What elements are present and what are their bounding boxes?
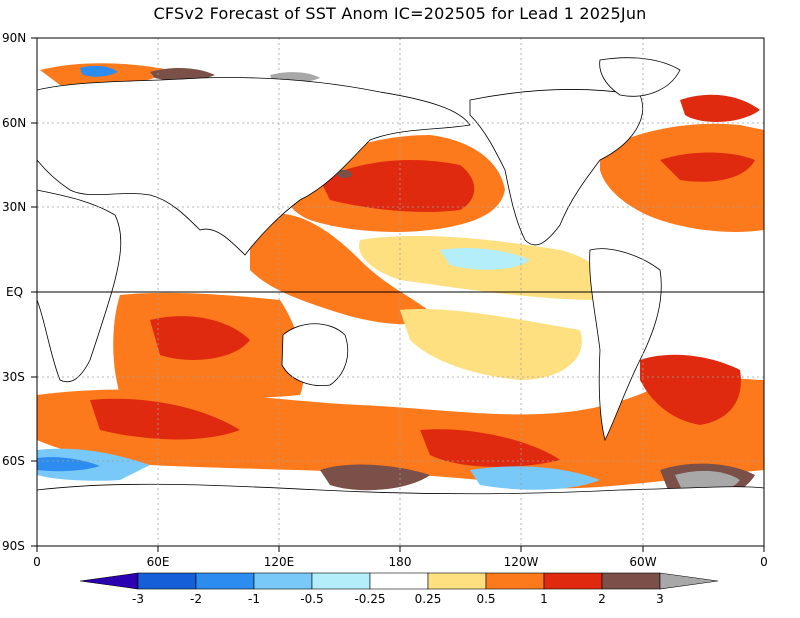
y-tick-label: 30N bbox=[2, 200, 26, 214]
colorbar-label: -1 bbox=[248, 592, 260, 606]
map-field bbox=[37, 38, 764, 546]
x-tick-label: 0 bbox=[760, 555, 768, 569]
x-tick-label: 0 bbox=[33, 555, 41, 569]
colorbar-left-arrow bbox=[79, 572, 139, 590]
colorbar-bin bbox=[485, 572, 545, 590]
colorbar-label: 1 bbox=[540, 592, 548, 606]
colorbar-label: -2 bbox=[190, 592, 202, 606]
colorbar-bin bbox=[427, 572, 487, 590]
map-title: CFSv2 Forecast of SST Anom IC=202505 for… bbox=[153, 4, 647, 23]
colorbar-bin bbox=[601, 572, 661, 590]
colorbar-label: 2 bbox=[598, 592, 606, 606]
colorbar-label: -3 bbox=[132, 592, 144, 606]
colorbar-bin bbox=[369, 572, 429, 590]
colorbar-label: -0.5 bbox=[300, 592, 323, 606]
x-tick-label: 60E bbox=[147, 555, 170, 569]
colorbar-bin bbox=[195, 572, 255, 590]
colorbar-right-arrow bbox=[659, 572, 719, 590]
colorbar-bin bbox=[253, 572, 313, 590]
y-axis-labels: 90N 60N 30N EQ 30S 60S 90S bbox=[2, 31, 26, 553]
y-tick-label: 60N bbox=[2, 116, 26, 130]
colorbar-label: 0.5 bbox=[476, 592, 495, 606]
colorbar-label: 0.25 bbox=[415, 592, 442, 606]
grid-lines bbox=[37, 38, 764, 546]
y-tick-marks bbox=[31, 37, 37, 547]
y-tick-label: 60S bbox=[2, 454, 25, 468]
y-tick-label: EQ bbox=[6, 285, 23, 299]
y-tick-label: 90S bbox=[2, 539, 25, 553]
x-tick-label: 60W bbox=[629, 555, 656, 569]
colorbar-bin bbox=[311, 572, 371, 590]
colorbar-label: 3 bbox=[656, 592, 664, 606]
colorbar-label: -0.25 bbox=[354, 592, 385, 606]
y-tick-label: 30S bbox=[2, 370, 25, 384]
y-tick-label: 90N bbox=[2, 31, 26, 45]
color-legend-labels: -3 -2 -1 -0.5 -0.25 0.25 0.5 1 2 3 bbox=[132, 592, 664, 606]
x-axis-labels: 0 60E 120E 180 120W 60W 0 bbox=[33, 555, 768, 569]
x-tick-label: 120E bbox=[264, 555, 295, 569]
x-tick-marks bbox=[36, 546, 765, 552]
colorbar-bin bbox=[543, 572, 603, 590]
x-tick-label: 120W bbox=[504, 555, 539, 569]
color-legend-bar bbox=[79, 572, 719, 590]
colorbar-bin bbox=[137, 572, 197, 590]
x-tick-label: 180 bbox=[389, 555, 412, 569]
land-masses bbox=[37, 57, 764, 546]
